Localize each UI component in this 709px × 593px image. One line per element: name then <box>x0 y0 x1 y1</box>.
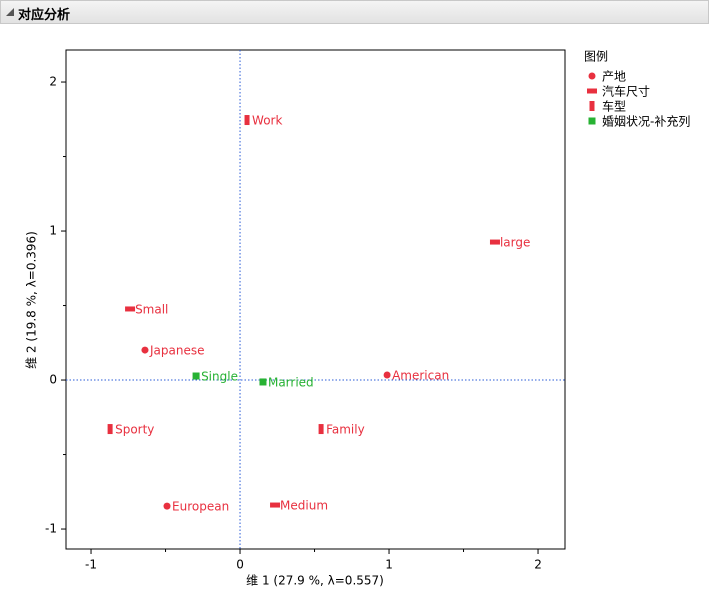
legend-label: 车型 <box>602 99 626 114</box>
plot-frame <box>65 49 566 550</box>
legend-label: 产地 <box>602 70 626 84</box>
point-label: Married <box>268 375 314 389</box>
x-tick-label: 1 <box>385 558 393 572</box>
point-label: Work <box>252 114 282 128</box>
x-tick-label: 0 <box>236 558 244 572</box>
point <box>318 424 324 435</box>
point-label: Japanese <box>149 344 205 358</box>
y-axis-label: 维 2 (19.8 %, λ=0.396) <box>25 231 39 369</box>
point-label: Small <box>135 302 168 316</box>
point <box>489 239 500 245</box>
legend-label: 婚姻状况-补充列 <box>602 114 690 129</box>
point <box>125 306 136 312</box>
y-tick-label: 1 <box>49 224 57 238</box>
point <box>259 378 267 386</box>
point <box>107 424 113 435</box>
legend-title: 图例 <box>584 50 608 64</box>
y-tick-label: -1 <box>45 522 57 536</box>
x-axis-label: 维 1 (27.9 %, λ=0.557) <box>246 574 384 588</box>
x-tick-label: -1 <box>85 558 97 572</box>
legend-label: 汽车尺寸 <box>602 84 650 99</box>
legend-marker <box>587 88 597 94</box>
point <box>383 371 391 379</box>
point <box>141 346 149 354</box>
point <box>163 502 171 510</box>
point-label: Medium <box>280 499 328 513</box>
point <box>244 115 250 126</box>
disclosure-icon[interactable] <box>4 6 16 18</box>
legend-marker <box>588 117 596 125</box>
point <box>192 372 200 380</box>
outline-header[interactable]: 对应分析 <box>0 0 709 24</box>
point-label: American <box>392 368 449 382</box>
legend-marker <box>588 72 596 80</box>
y-tick-label: 2 <box>49 75 57 89</box>
header-title: 对应分析 <box>18 8 71 23</box>
point <box>270 502 281 508</box>
point-label: large <box>500 236 530 250</box>
y-tick-label: 0 <box>49 373 57 387</box>
point-label: Sporty <box>115 423 154 437</box>
legend-marker <box>589 101 595 111</box>
point-label: European <box>172 500 229 514</box>
point-label: Family <box>326 423 365 437</box>
x-tick-label: 2 <box>534 558 542 572</box>
point-label: Single <box>201 370 238 384</box>
